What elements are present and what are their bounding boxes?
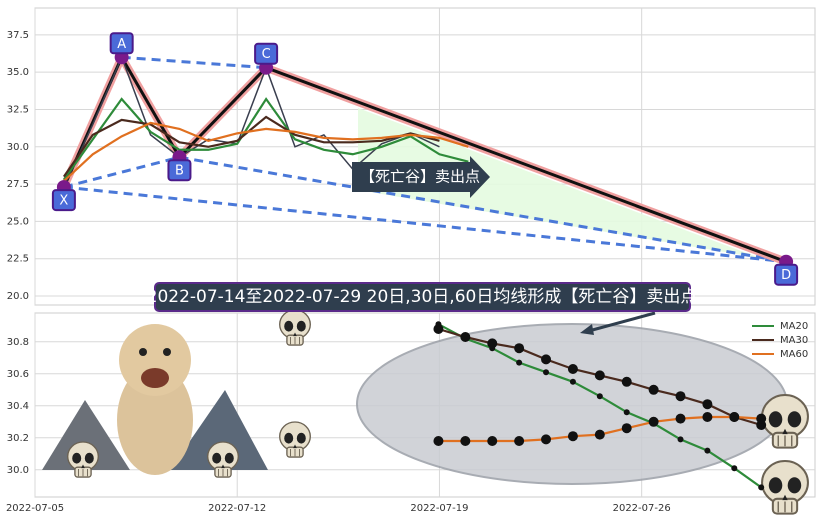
ma-point bbox=[702, 412, 713, 422]
ma-point bbox=[541, 354, 552, 365]
pointer-head bbox=[580, 324, 594, 335]
y-tick-label: 20.0 bbox=[7, 291, 29, 302]
ma-point bbox=[731, 465, 738, 472]
title-box bbox=[154, 282, 691, 312]
ma-point bbox=[567, 364, 578, 374]
trend-line bbox=[63, 185, 787, 264]
annotation: 【死亡谷】卖出点 bbox=[360, 168, 480, 186]
y-tick-label: 25.0 bbox=[7, 216, 29, 227]
ma-point bbox=[569, 378, 576, 385]
ma-point bbox=[433, 436, 444, 446]
point-label: B bbox=[175, 164, 184, 179]
trend-line bbox=[179, 155, 787, 264]
ma-point bbox=[621, 423, 632, 434]
y-tick-label: 22.5 bbox=[7, 254, 29, 265]
ma-point bbox=[567, 431, 578, 442]
ma-point bbox=[514, 436, 525, 446]
ma-point bbox=[541, 434, 552, 445]
ma-point bbox=[623, 409, 630, 416]
point-label-box bbox=[109, 32, 134, 55]
legend-label: MA60 bbox=[780, 349, 808, 360]
pointer bbox=[584, 311, 656, 334]
x-tick-label: 2022-07-12 bbox=[208, 503, 266, 514]
point-label: X bbox=[59, 194, 68, 209]
y-tick-label: 30.4 bbox=[7, 401, 29, 412]
ma-point bbox=[702, 399, 713, 410]
legend-label: MA30 bbox=[780, 335, 808, 346]
ma-point bbox=[758, 484, 765, 491]
ma-point bbox=[648, 384, 659, 395]
series-line bbox=[63, 121, 469, 182]
ma-point bbox=[675, 413, 686, 424]
series-line bbox=[62, 115, 440, 178]
ma-point bbox=[487, 436, 498, 446]
point-label-box bbox=[254, 42, 279, 65]
ma-point bbox=[460, 332, 471, 342]
ma-point bbox=[594, 370, 605, 381]
y-tick-label: 37.5 bbox=[7, 30, 29, 41]
ma-point bbox=[543, 369, 550, 376]
point-label-box bbox=[51, 189, 76, 212]
ma-point bbox=[516, 359, 523, 366]
legend-label: MA20 bbox=[780, 321, 808, 332]
y-tick-label: 27.5 bbox=[7, 179, 29, 190]
point-label: C bbox=[262, 47, 271, 62]
ma-point bbox=[648, 416, 659, 427]
pattern-line bbox=[120, 56, 181, 158]
y-tick-label: 30.8 bbox=[7, 337, 29, 348]
ma-point bbox=[756, 413, 767, 424]
valley-zone bbox=[358, 108, 760, 258]
y-tick-label: 30.0 bbox=[7, 142, 29, 153]
ma-point bbox=[704, 447, 711, 454]
point-label: D bbox=[781, 268, 791, 283]
ma-point bbox=[594, 429, 605, 440]
y-tick-label: 35.0 bbox=[7, 67, 29, 78]
x-tick-label: 2022-07-26 bbox=[613, 503, 671, 514]
annotation-arrow bbox=[352, 156, 490, 198]
point-label: A bbox=[117, 37, 126, 52]
ma-point bbox=[596, 393, 603, 400]
decoration bbox=[42, 309, 809, 515]
ma-point bbox=[675, 391, 686, 402]
chart-title: 2022-07-14至2022-07-29 20日,30日,60日均线形成【死亡… bbox=[147, 287, 698, 307]
ma-point bbox=[677, 436, 684, 443]
ma-point bbox=[433, 324, 444, 334]
x-tick-label: 2022-07-05 bbox=[6, 503, 64, 514]
point-label-box bbox=[167, 159, 192, 182]
trend-line bbox=[121, 55, 267, 70]
y-tick-label: 32.5 bbox=[7, 104, 29, 115]
ma-point bbox=[729, 412, 740, 422]
x-tick-label: 2022-07-19 bbox=[410, 503, 468, 514]
point-label-box bbox=[774, 263, 799, 286]
series-line bbox=[62, 97, 469, 181]
y-tick-label: 30.6 bbox=[7, 369, 29, 380]
y-tick-label: 30.0 bbox=[7, 465, 29, 476]
ma-point bbox=[621, 376, 632, 387]
ma-point bbox=[514, 343, 525, 354]
ma-point bbox=[460, 436, 471, 446]
pattern-line bbox=[178, 66, 268, 159]
y-tick-label: 30.2 bbox=[7, 433, 29, 444]
trend-line bbox=[63, 155, 180, 189]
ma-point bbox=[487, 338, 498, 349]
pattern-line bbox=[265, 66, 787, 264]
